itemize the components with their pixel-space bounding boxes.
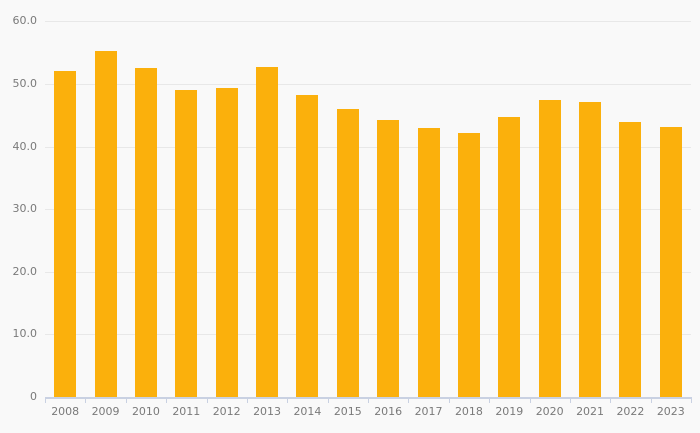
- x-axis-tick: [408, 397, 410, 403]
- y-axis-tick-label: 10.0: [12, 327, 38, 341]
- y-gridline: [45, 271, 691, 273]
- bar-2008: [54, 70, 77, 397]
- y-axis-tick-label: 20.0: [12, 264, 38, 278]
- x-axis-tick: [166, 397, 168, 403]
- y-gridline: [45, 146, 691, 148]
- bar-2014: [296, 95, 319, 397]
- x-axis-tick: [85, 397, 87, 403]
- x-axis-tick: [368, 397, 369, 403]
- bar-2013: [256, 67, 279, 397]
- bar-2012: [215, 88, 238, 397]
- y-gridline: [45, 209, 691, 211]
- x-axis-category-label: 2012: [212, 405, 241, 418]
- x-axis-tick: [246, 397, 248, 403]
- bar-2009: [94, 51, 117, 397]
- x-axis-category-label: 2018: [454, 405, 483, 418]
- bar-2023: [659, 127, 682, 397]
- y-axis-tick-label: 60.0: [12, 14, 38, 28]
- x-axis-tick: [327, 397, 329, 403]
- x-axis-tick: [610, 397, 612, 403]
- x-axis-category-label: 2014: [293, 405, 322, 418]
- x-axis-category-label: 2013: [253, 405, 282, 418]
- x-axis-category-label: 2008: [51, 405, 80, 418]
- y-axis-tick-label: 0: [30, 390, 37, 403]
- x-axis-category-label: 2017: [414, 405, 443, 418]
- x-axis-tick: [569, 397, 571, 403]
- y-axis-tick-label: 50.0: [12, 77, 38, 90]
- bar-2020: [538, 100, 561, 397]
- x-axis-tick: [529, 397, 531, 403]
- x-axis-category-label: 2016: [374, 405, 403, 418]
- y-gridline: [45, 21, 691, 23]
- x-axis-category-label: 2015: [333, 405, 362, 418]
- bar-2019: [498, 116, 521, 397]
- x-axis-category-label: 2009: [91, 405, 120, 418]
- x-axis-category-label: 2022: [616, 405, 645, 418]
- bar-2011: [175, 90, 198, 397]
- y-axis-tick-label: 30.0: [12, 202, 38, 216]
- x-axis-category-label: 2020: [535, 405, 564, 418]
- y-axis-tick-label: 40.0: [12, 139, 38, 153]
- x-axis-tick: [691, 397, 692, 403]
- bar-2016: [377, 119, 400, 397]
- x-axis-category-label: 2011: [172, 405, 201, 418]
- x-axis-tick: [448, 397, 450, 403]
- y-gridline: [45, 334, 691, 336]
- x-axis-tick: [125, 397, 127, 403]
- x-axis-category-label: 2019: [495, 405, 524, 418]
- x-axis-category-label: 2023: [656, 405, 685, 418]
- x-axis-tick: [45, 397, 46, 403]
- x-axis-category-label: 2021: [576, 405, 605, 418]
- bar-2017: [417, 128, 440, 397]
- bar-2022: [619, 121, 642, 397]
- x-axis-tick: [489, 397, 491, 403]
- bar-2021: [579, 102, 602, 397]
- x-axis-category-label: 2010: [131, 405, 160, 418]
- bar-2015: [336, 109, 359, 397]
- bar-2018: [457, 133, 480, 397]
- bar-2010: [134, 68, 157, 397]
- x-axis-tick: [287, 397, 289, 403]
- y-gridline: [45, 84, 691, 85]
- x-axis-tick: [206, 397, 208, 403]
- x-axis-tick: [650, 397, 652, 403]
